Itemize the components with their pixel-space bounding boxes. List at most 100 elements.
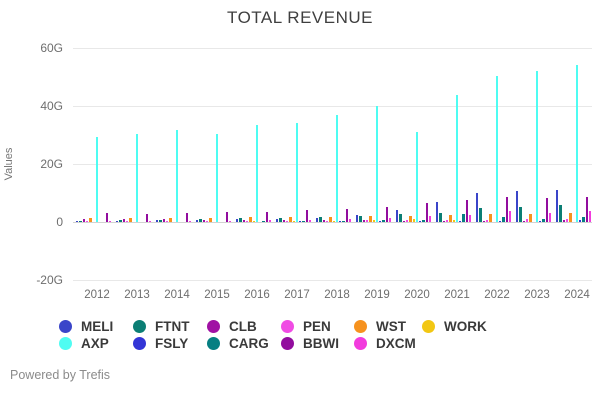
bar-PEN-2023[interactable] xyxy=(525,219,529,222)
bar-MELI-2019[interactable] xyxy=(356,215,359,222)
bar-PEN-2020[interactable] xyxy=(405,220,409,222)
bar-PEN-2013[interactable] xyxy=(125,221,129,222)
bar-WST-2021[interactable] xyxy=(449,215,452,222)
bar-AXP-2021[interactable] xyxy=(455,95,459,222)
bar-WST-2020[interactable] xyxy=(409,216,412,222)
bar-WORK-2017[interactable] xyxy=(292,221,295,222)
bar-BBWI-2021[interactable] xyxy=(465,200,469,222)
bar-FSLY-2023[interactable] xyxy=(539,221,542,222)
bar-FTNT-2024[interactable] xyxy=(559,205,562,222)
bar-WST-2024[interactable] xyxy=(569,213,572,222)
bar-BBWI-2023[interactable] xyxy=(545,198,549,222)
bar-FTNT-2014[interactable] xyxy=(159,220,162,222)
bar-WST-2019[interactable] xyxy=(369,216,372,222)
bar-FSLY-2024[interactable] xyxy=(579,220,582,222)
bar-CLB-2012[interactable] xyxy=(82,219,85,222)
bar-PEN-2018[interactable] xyxy=(325,221,329,222)
bar-BBWI-2017[interactable] xyxy=(305,210,309,222)
bar-DXCM-2014[interactable] xyxy=(189,221,192,222)
bar-BBWI-2016[interactable] xyxy=(265,212,269,222)
bar-BBWI-2014[interactable] xyxy=(185,213,189,222)
bar-AXP-2019[interactable] xyxy=(375,106,379,222)
bar-CARG-2020[interactable] xyxy=(422,220,425,222)
bar-AXP-2023[interactable] xyxy=(535,71,539,222)
bar-DXCM-2017[interactable] xyxy=(309,220,312,222)
bar-AXP-2022[interactable] xyxy=(495,76,499,222)
bar-CLB-2015[interactable] xyxy=(202,220,205,222)
legend-item-WORK[interactable]: WORK xyxy=(422,318,487,334)
bar-PEN-2012[interactable] xyxy=(85,221,89,222)
bar-WST-2022[interactable] xyxy=(489,214,492,222)
bar-CARG-2017[interactable] xyxy=(302,221,305,222)
bar-DXCM-2024[interactable] xyxy=(589,211,592,222)
bar-AXP-2013[interactable] xyxy=(135,134,139,222)
bar-MELI-2012[interactable] xyxy=(76,221,79,222)
bar-MELI-2020[interactable] xyxy=(396,210,399,222)
bar-CLB-2024[interactable] xyxy=(562,220,565,222)
legend-item-AXP[interactable]: AXP xyxy=(59,335,109,351)
bar-PEN-2022[interactable] xyxy=(485,220,489,222)
bar-WST-2012[interactable] xyxy=(89,218,92,222)
bar-CLB-2020[interactable] xyxy=(402,221,405,222)
bar-FTNT-2019[interactable] xyxy=(359,216,362,222)
bar-DXCM-2022[interactable] xyxy=(509,211,512,222)
legend-item-DXCM[interactable]: DXCM xyxy=(354,335,416,351)
legend-item-CLB[interactable]: CLB xyxy=(207,318,257,334)
legend-item-WST[interactable]: WST xyxy=(354,318,406,334)
bar-CLB-2017[interactable] xyxy=(282,220,285,222)
bar-PEN-2024[interactable] xyxy=(565,219,569,222)
legend-item-FSLY[interactable]: FSLY xyxy=(133,335,188,351)
bar-MELI-2018[interactable] xyxy=(316,218,319,222)
bar-FTNT-2015[interactable] xyxy=(199,219,202,222)
bar-FSLY-2022[interactable] xyxy=(499,221,502,222)
bar-WORK-2016[interactable] xyxy=(252,221,255,222)
bar-AXP-2024[interactable] xyxy=(575,65,579,222)
bar-FTNT-2013[interactable] xyxy=(119,220,122,222)
bar-FSLY-2020[interactable] xyxy=(419,221,422,222)
bar-FSLY-2017[interactable] xyxy=(299,221,302,222)
bar-DXCM-2012[interactable] xyxy=(109,221,112,222)
legend-item-PEN[interactable]: PEN xyxy=(281,318,331,334)
bar-WORK-2018[interactable] xyxy=(332,221,335,222)
bar-MELI-2017[interactable] xyxy=(276,219,279,222)
bar-CLB-2013[interactable] xyxy=(122,219,125,222)
bar-MELI-2015[interactable] xyxy=(196,220,199,222)
bar-PEN-2017[interactable] xyxy=(285,221,289,222)
bar-BBWI-2013[interactable] xyxy=(145,214,149,222)
bar-CLB-2022[interactable] xyxy=(482,221,485,222)
bar-WST-2014[interactable] xyxy=(169,218,172,222)
bar-CLB-2023[interactable] xyxy=(522,221,525,222)
bar-DXCM-2013[interactable] xyxy=(149,221,152,222)
bar-AXP-2017[interactable] xyxy=(295,123,299,222)
bar-PEN-2016[interactable] xyxy=(245,221,249,222)
bar-MELI-2014[interactable] xyxy=(156,220,159,222)
bar-CLB-2014[interactable] xyxy=(162,219,165,222)
bar-AXP-2012[interactable] xyxy=(95,137,99,222)
bar-WORK-2019[interactable] xyxy=(372,220,375,222)
bar-CARG-2018[interactable] xyxy=(342,221,345,222)
legend-item-MELI[interactable]: MELI xyxy=(59,318,113,334)
bar-FTNT-2018[interactable] xyxy=(319,217,322,222)
bar-AXP-2016[interactable] xyxy=(255,125,259,222)
bar-CARG-2016[interactable] xyxy=(262,221,265,222)
bar-AXP-2020[interactable] xyxy=(415,132,419,222)
bar-CARG-2023[interactable] xyxy=(542,219,545,222)
bar-AXP-2018[interactable] xyxy=(335,115,339,222)
bar-FTNT-2021[interactable] xyxy=(439,213,442,222)
bar-FTNT-2017[interactable] xyxy=(279,218,282,222)
bar-BBWI-2015[interactable] xyxy=(225,212,229,222)
bar-CARG-2022[interactable] xyxy=(502,217,505,222)
bar-BBWI-2012[interactable] xyxy=(105,213,109,222)
legend-item-CARG[interactable]: CARG xyxy=(207,335,269,351)
bar-WST-2013[interactable] xyxy=(129,218,132,222)
bar-BBWI-2020[interactable] xyxy=(425,203,429,222)
bar-FTNT-2022[interactable] xyxy=(479,208,482,222)
bar-PEN-2015[interactable] xyxy=(205,221,209,222)
bar-MELI-2013[interactable] xyxy=(116,221,119,222)
bar-AXP-2014[interactable] xyxy=(175,130,179,222)
bar-PEN-2019[interactable] xyxy=(365,220,369,222)
bar-FTNT-2016[interactable] xyxy=(239,218,242,222)
bar-WST-2016[interactable] xyxy=(249,217,252,222)
bar-WST-2018[interactable] xyxy=(329,217,332,222)
bar-DXCM-2023[interactable] xyxy=(549,213,552,222)
